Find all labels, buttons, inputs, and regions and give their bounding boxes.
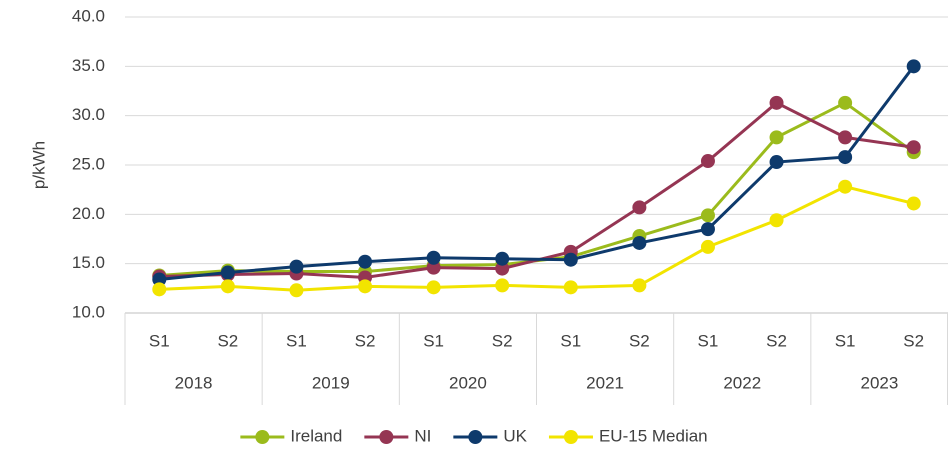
data-point: [289, 283, 304, 298]
data-point: [700, 208, 715, 223]
data-point: [769, 155, 784, 170]
y-tick-label: 15.0: [72, 253, 105, 272]
data-point: [838, 95, 853, 110]
x-tick-label: S2: [629, 331, 650, 350]
y-tick-label: 40.0: [72, 6, 105, 25]
x-group-label: 2020: [449, 373, 487, 392]
x-tick-label: S1: [149, 331, 170, 350]
legend-marker: [255, 430, 270, 444]
data-point: [906, 140, 921, 155]
data-point: [632, 235, 647, 250]
legend-label: Ireland: [290, 426, 342, 445]
data-point: [769, 213, 784, 228]
data-point: [495, 278, 510, 293]
data-point: [906, 59, 921, 74]
legend-marker: [563, 430, 578, 444]
series-line: [159, 101, 915, 278]
x-tick-label: S1: [286, 331, 307, 350]
data-point: [563, 280, 578, 295]
data-point: [838, 150, 853, 165]
x-tick-label: S2: [217, 331, 238, 350]
y-tick-label: 25.0: [72, 154, 105, 173]
x-tick-label: S1: [423, 331, 444, 350]
x-tick-label: S2: [766, 331, 787, 350]
series-line: [159, 101, 914, 279]
data-point: [220, 279, 235, 294]
x-tick-label: S2: [492, 331, 513, 350]
data-point: [563, 252, 578, 267]
data-point: [769, 130, 784, 145]
data-point: [358, 254, 373, 269]
data-point: [838, 130, 853, 145]
data-point: [700, 222, 715, 237]
x-group-label: 2019: [312, 373, 350, 392]
series-line: [159, 65, 915, 281]
x-tick-label: S1: [698, 331, 719, 350]
data-point: [906, 196, 921, 211]
y-tick-label: 20.0: [72, 204, 105, 223]
data-point: [152, 272, 167, 287]
data-point: [495, 261, 510, 276]
y-tick-label: 10.0: [72, 302, 105, 321]
legend-label: UK: [503, 426, 527, 445]
data-point: [700, 154, 715, 169]
data-point: [838, 179, 853, 194]
legend-marker: [379, 430, 394, 444]
x-group-label: 2018: [175, 373, 213, 392]
x-group-label: 2023: [861, 373, 899, 392]
x-tick-label: S1: [835, 331, 856, 350]
data-point: [426, 260, 441, 275]
y-axis-label: p/kWh: [29, 141, 48, 189]
x-group-label: 2022: [723, 373, 761, 392]
x-tick-label: S1: [560, 331, 581, 350]
y-tick-label: 35.0: [72, 56, 105, 75]
data-point: [426, 280, 441, 295]
legend-label: NI: [414, 426, 431, 445]
data-point: [632, 278, 647, 293]
data-point: [769, 95, 784, 110]
series-line: [159, 185, 915, 292]
legend-marker: [468, 430, 483, 444]
x-tick-label: S2: [355, 331, 376, 350]
data-point: [289, 259, 304, 274]
data-point: [426, 250, 441, 265]
x-tick-label: S2: [903, 331, 924, 350]
legend-label: EU-15 Median: [599, 426, 708, 445]
data-point: [495, 251, 510, 266]
y-tick-label: 30.0: [72, 105, 105, 124]
data-point: [700, 239, 715, 254]
data-point: [358, 279, 373, 294]
data-point: [152, 282, 167, 297]
x-group-label: 2021: [586, 373, 624, 392]
data-point: [220, 265, 235, 280]
data-point: [632, 200, 647, 215]
